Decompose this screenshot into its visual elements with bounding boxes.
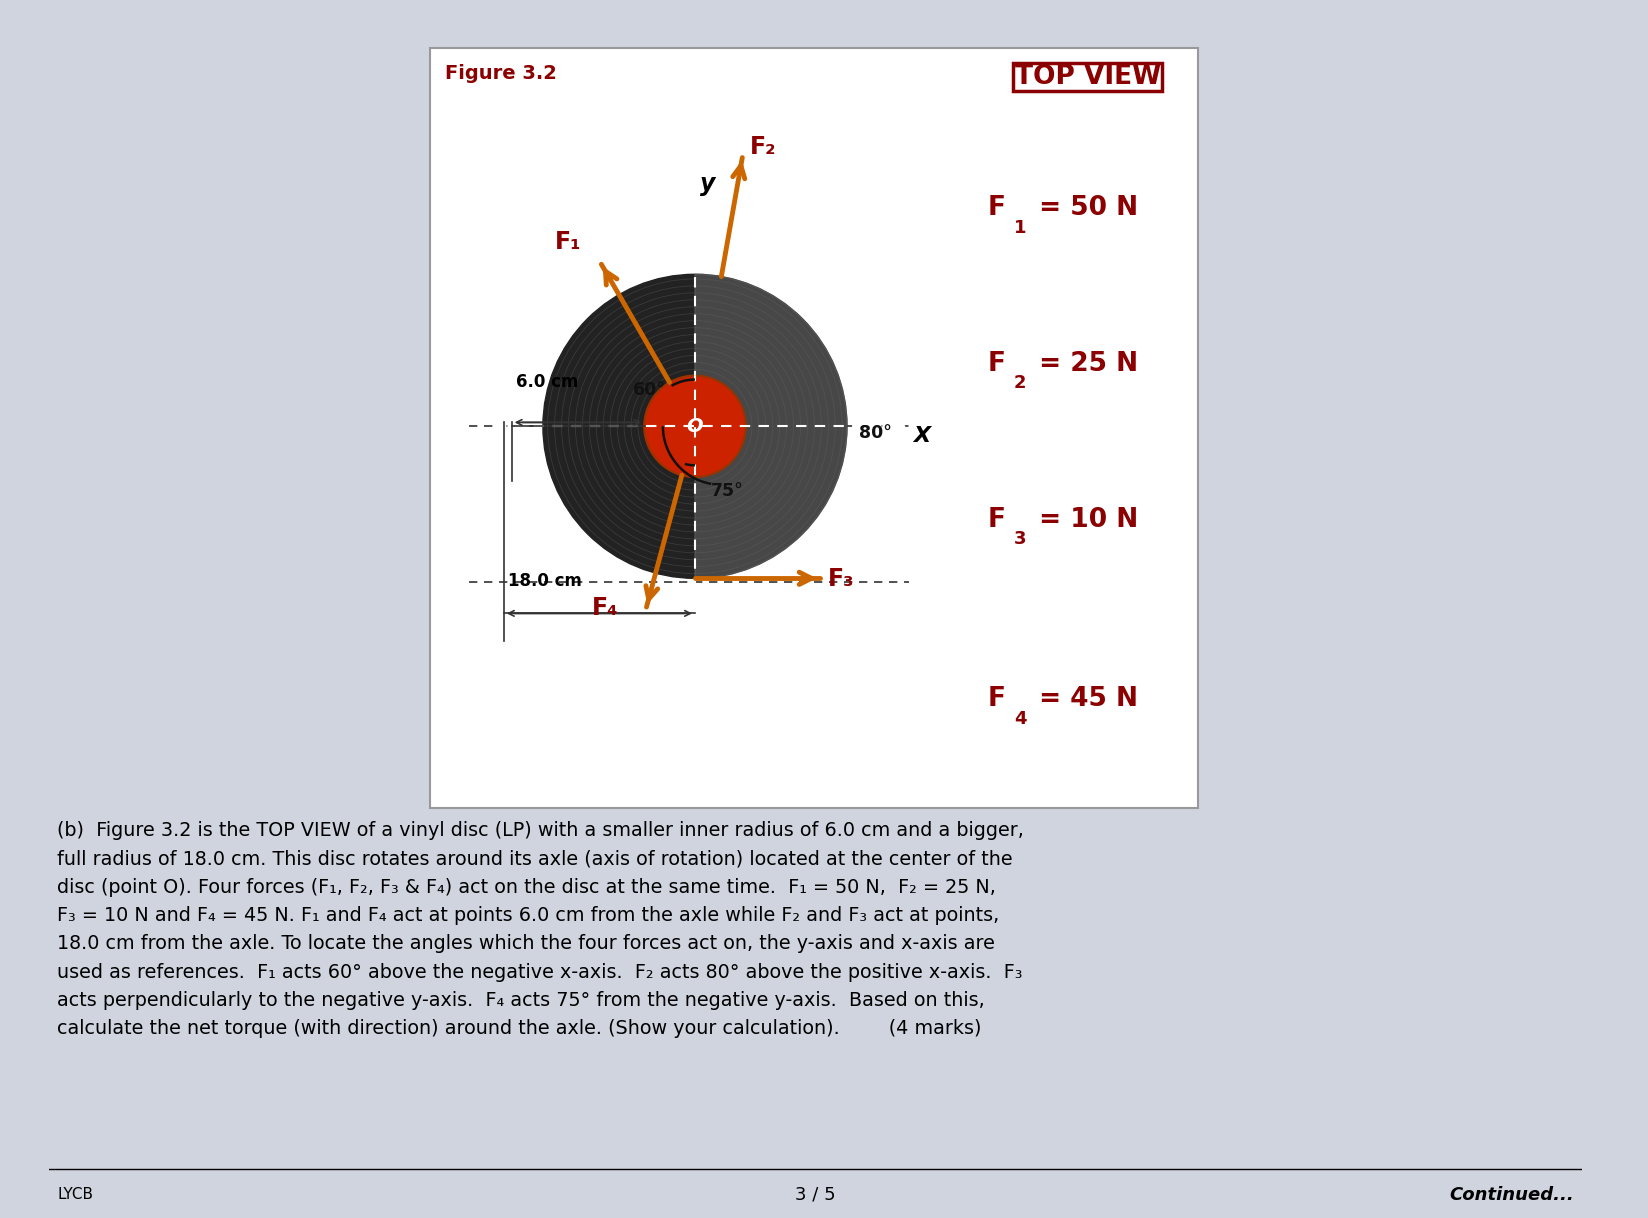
Text: = 25 N: = 25 N [1030, 351, 1139, 376]
Text: 60°: 60° [633, 381, 666, 400]
Text: F₃: F₃ [827, 568, 854, 591]
Text: 1: 1 [1014, 218, 1027, 236]
Text: y: y [700, 172, 715, 196]
Text: = 45 N: = 45 N [1030, 686, 1139, 713]
Text: Continued...: Continued... [1450, 1186, 1574, 1203]
Circle shape [542, 274, 847, 579]
Text: 3 / 5: 3 / 5 [796, 1186, 836, 1203]
Text: = 50 N: = 50 N [1030, 195, 1139, 220]
Text: 75°: 75° [710, 482, 743, 501]
Text: 80°: 80° [859, 424, 892, 442]
Text: F₂: F₂ [750, 135, 776, 158]
Text: TOP VIEW: TOP VIEW [1015, 63, 1160, 90]
Text: O: O [687, 417, 704, 436]
Text: 3: 3 [1014, 530, 1027, 548]
Text: F: F [987, 507, 1005, 532]
Text: 18.0 cm: 18.0 cm [508, 572, 582, 590]
FancyBboxPatch shape [430, 49, 1198, 809]
Text: 6.0 cm: 6.0 cm [516, 374, 578, 391]
Text: F₁: F₁ [555, 230, 582, 253]
Text: 2: 2 [1014, 374, 1027, 392]
Polygon shape [695, 274, 847, 579]
Text: LYCB: LYCB [58, 1188, 92, 1202]
Text: F₄: F₄ [592, 596, 618, 620]
Text: X: X [913, 425, 931, 446]
Text: F: F [987, 195, 1005, 220]
Text: 4: 4 [1014, 710, 1027, 727]
Text: (b)  Figure 3.2 is the TOP VIEW of a vinyl disc (LP) with a smaller inner radius: (b) Figure 3.2 is the TOP VIEW of a viny… [58, 821, 1023, 1039]
Text: Figure 3.2: Figure 3.2 [445, 63, 557, 83]
Text: F: F [987, 351, 1005, 376]
Circle shape [644, 375, 745, 477]
Text: F: F [987, 686, 1005, 713]
Text: = 10 N: = 10 N [1030, 507, 1139, 532]
